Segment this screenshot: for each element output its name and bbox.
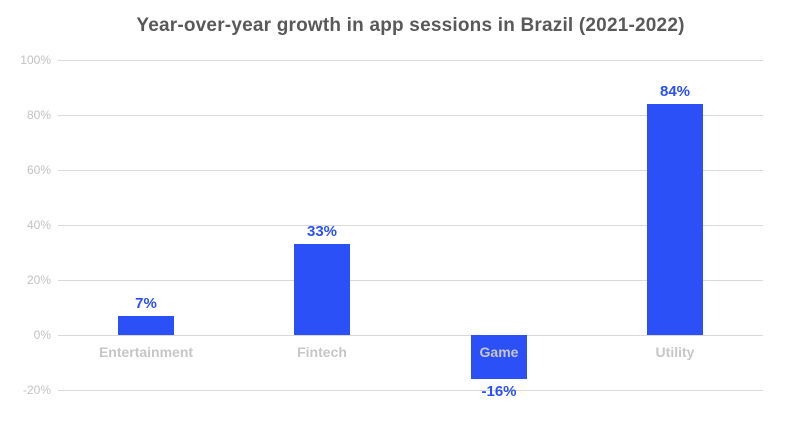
bar-value-label: 84% — [659, 83, 691, 100]
bar-utility — [647, 104, 703, 335]
category-label: Utility — [655, 344, 695, 360]
gridline — [58, 225, 763, 226]
gridline — [58, 280, 763, 281]
y-tick-label: -20% — [22, 383, 51, 397]
y-tick-label: 80% — [26, 108, 51, 122]
bar-game — [471, 335, 527, 379]
bar-fintech — [294, 244, 350, 335]
gridline — [58, 115, 763, 116]
plot-area: 7% Entertainment 33% Fintech -16% Game 84% Util… — [58, 60, 763, 400]
y-tick-label: 0% — [33, 328, 51, 342]
gridline — [58, 60, 763, 61]
y-tick-label: 60% — [26, 163, 51, 177]
category-label: Entertainment — [98, 344, 194, 360]
y-tick-label: 100% — [20, 53, 51, 67]
bar-value-label: -16% — [481, 383, 517, 400]
y-tick-label: 20% — [26, 273, 51, 287]
bar-value-label: 7% — [135, 295, 157, 312]
gridline — [58, 335, 763, 336]
category-label: Fintech — [297, 344, 347, 360]
chart-title: Year-over-year growth in app sessions in… — [136, 15, 685, 36]
gridline — [58, 390, 763, 391]
gridline — [58, 170, 763, 171]
bar-entertainment — [118, 316, 174, 335]
y-tick-label: 40% — [26, 218, 51, 232]
bar-value-label: 33% — [306, 223, 338, 240]
category-label: Game — [479, 344, 519, 360]
